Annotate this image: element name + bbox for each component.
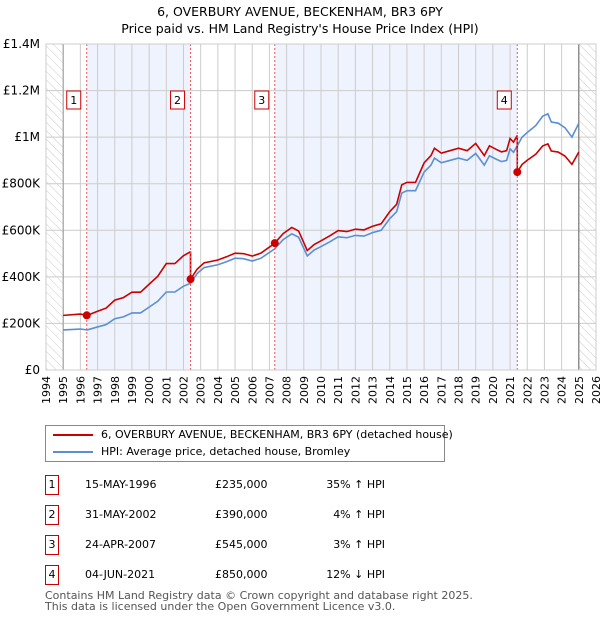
chart-title: 6, OVERBURY AVENUE, BECKENHAM, BR3 6PY [157, 4, 443, 19]
sale-price: £235,000 [215, 478, 268, 491]
legend-label-hpi: HPI: Average price, detached house, Brom… [101, 445, 351, 458]
x-tick-label: 1999 [126, 376, 139, 404]
x-tick-label: 2018 [453, 376, 466, 404]
sale-hpi-diff: 35% ↑ HPI [326, 478, 385, 491]
sale-hpi-diff: 12% ↓ HPI [326, 568, 385, 581]
sale-row: 1 15-MAY-1996 £235,000 35% ↑ HPI [45, 475, 385, 495]
sale-price: £850,000 [215, 568, 268, 581]
x-tick-label: 1996 [74, 376, 87, 404]
legend-swatch-property [53, 434, 93, 436]
x-tick-label: 2007 [263, 376, 276, 404]
x-tick-label: 2020 [487, 376, 500, 404]
sale-date: 04-JUN-2021 [85, 568, 156, 581]
sale-number: 3 [45, 535, 59, 555]
y-tick-label: £400K [2, 270, 42, 284]
sale-label: 1 [70, 94, 77, 107]
x-tick-label: 2019 [470, 376, 483, 404]
footer-licence: This data is licensed under the Open Gov… [45, 600, 396, 613]
sale-date: 24-APR-2007 [85, 538, 157, 551]
x-tick-label: 2025 [573, 376, 586, 404]
x-tick-label: 2004 [212, 376, 225, 404]
x-tick-label: 2009 [298, 376, 311, 404]
y-tick-label: £1.2M [3, 84, 40, 98]
footer-copyright: Contains HM Land Registry data © Crown c… [45, 589, 473, 602]
x-tick-label: 2011 [332, 376, 345, 404]
legend-label-property: 6, OVERBURY AVENUE, BECKENHAM, BR3 6PY (… [101, 428, 453, 441]
y-tick-label: £200K [2, 316, 42, 330]
x-tick-label: 2016 [418, 376, 431, 404]
y-tick-label: £600K [2, 223, 42, 237]
x-tick-label: 2017 [435, 376, 448, 404]
x-tick-label: 2003 [195, 376, 208, 404]
x-tick-label: 2001 [160, 376, 173, 404]
sale-price: £545,000 [215, 538, 268, 551]
x-tick-label: 2026 [590, 376, 600, 404]
legend-swatch-hpi [53, 451, 93, 453]
sale-label: 4 [501, 94, 508, 107]
x-tick-label: 2000 [143, 376, 156, 404]
x-tick-label: 2012 [349, 376, 362, 404]
plot-frame [45, 43, 597, 371]
sale-row: 4 04-JUN-2021 £850,000 12% ↓ HPI [45, 565, 385, 585]
x-tick-label: 1998 [109, 376, 122, 404]
y-tick-label: £1M [14, 130, 40, 144]
sale-hpi-diff: 4% ↑ HPI [333, 508, 385, 521]
x-tick-label: 1997 [92, 376, 105, 404]
x-tick-label: 2010 [315, 376, 328, 404]
y-tick-label: £0 [25, 363, 40, 377]
sale-label-box [170, 90, 186, 110]
sale-number: 2 [45, 505, 59, 525]
x-tick-label: 2023 [538, 376, 551, 404]
x-tick-label: 2015 [401, 376, 414, 404]
sale-hpi-diff: 3% ↑ HPI [333, 538, 385, 551]
sale-date: 31-MAY-2002 [85, 508, 157, 521]
hpi-line [63, 112, 580, 331]
sale-point [186, 275, 195, 284]
x-tick-label: 2013 [367, 376, 380, 404]
x-tick-label: 2022 [521, 376, 534, 404]
sale-label: 3 [258, 94, 265, 107]
shaded-band [274, 44, 518, 370]
sale-label-box [66, 90, 82, 110]
price-chart: 1 2 3 4 1994 1995 1996 1997 1998 1999 2000 2001 2002… [2, 37, 600, 404]
sale-label: 2 [174, 94, 181, 107]
chart-subtitle: Price paid vs. HM Land Registry's House … [121, 21, 479, 36]
hatched-region [578, 44, 596, 370]
x-tick-label: 2005 [229, 376, 242, 404]
x-tick-label: 2014 [384, 376, 397, 404]
x-tick-label: 2021 [504, 376, 517, 404]
sale-point [270, 239, 279, 248]
x-tick-label: 1994 [40, 376, 53, 404]
hatched-region [46, 44, 64, 370]
x-tick-label: 2008 [281, 376, 294, 404]
sale-number: 4 [45, 565, 59, 585]
sale-label-box [496, 90, 512, 110]
property-price-line [63, 135, 580, 317]
x-tick-label: 2006 [246, 376, 259, 404]
y-tick-label: £800K [2, 177, 42, 191]
sale-label-box [254, 90, 270, 110]
x-tick-label: 1995 [57, 376, 70, 404]
legend: 6, OVERBURY AVENUE, BECKENHAM, BR3 6PY (… [45, 425, 453, 462]
sale-row: 3 24-APR-2007 £545,000 3% ↑ HPI [45, 535, 385, 555]
x-tick-label: 2024 [556, 376, 569, 404]
y-tick-label: £1.4M [3, 37, 40, 51]
x-tick-label: 2002 [178, 376, 191, 404]
sale-date: 15-MAY-1996 [85, 478, 157, 491]
sale-number: 1 [45, 475, 59, 495]
sale-price: £390,000 [215, 508, 268, 521]
sale-point [82, 311, 91, 320]
sale-point [513, 168, 522, 177]
sale-row: 2 31-MAY-2002 £390,000 4% ↑ HPI [45, 505, 385, 525]
